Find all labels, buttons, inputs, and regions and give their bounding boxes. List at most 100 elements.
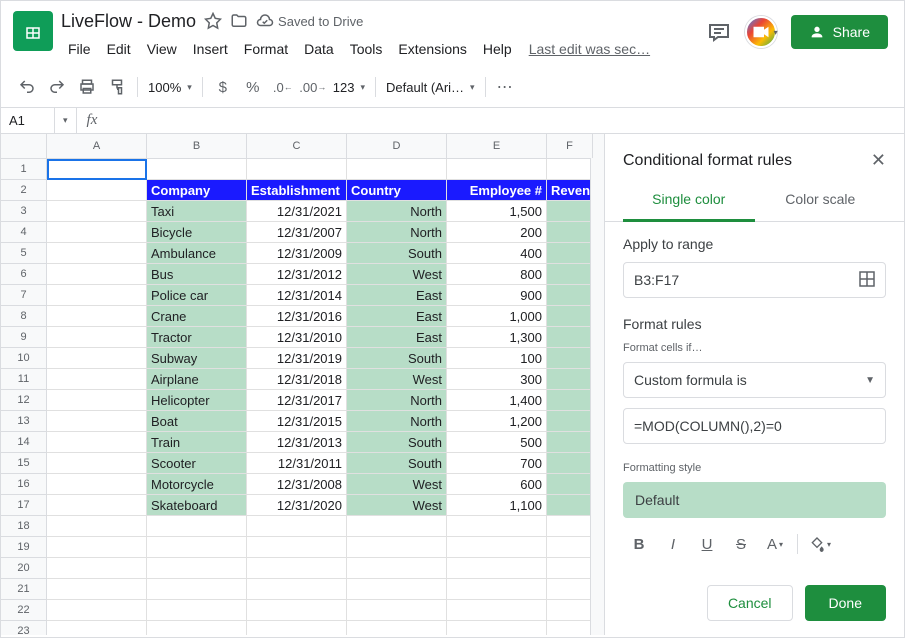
cell[interactable] bbox=[347, 516, 447, 537]
menu-data[interactable]: Data bbox=[297, 37, 341, 61]
cell[interactable] bbox=[147, 516, 247, 537]
row-header-15[interactable]: 15 bbox=[1, 453, 47, 474]
cell[interactable]: Bus bbox=[147, 264, 247, 285]
cell[interactable] bbox=[147, 600, 247, 621]
cell[interactable] bbox=[547, 579, 593, 600]
row-header-7[interactable]: 7 bbox=[1, 285, 47, 306]
cell[interactable] bbox=[47, 369, 147, 390]
zoom-select[interactable]: 100% bbox=[144, 80, 196, 95]
cell[interactable] bbox=[47, 285, 147, 306]
cell[interactable] bbox=[547, 369, 593, 390]
cell[interactable] bbox=[547, 264, 593, 285]
cell[interactable] bbox=[547, 390, 593, 411]
menu-edit[interactable]: Edit bbox=[100, 37, 138, 61]
cell[interactable]: West bbox=[347, 495, 447, 516]
cell[interactable]: 800 bbox=[447, 264, 547, 285]
cell[interactable] bbox=[47, 432, 147, 453]
cell[interactable] bbox=[147, 159, 247, 180]
redo-button[interactable] bbox=[43, 73, 71, 101]
cell[interactable] bbox=[47, 411, 147, 432]
cell[interactable] bbox=[47, 159, 147, 180]
last-edit-link[interactable]: Last edit was sec… bbox=[529, 41, 650, 57]
cell[interactable]: Motorcycle bbox=[147, 474, 247, 495]
cell[interactable] bbox=[247, 516, 347, 537]
cell[interactable]: East bbox=[347, 306, 447, 327]
cell[interactable]: Bicycle bbox=[147, 222, 247, 243]
cell[interactable] bbox=[47, 558, 147, 579]
cell[interactable] bbox=[47, 600, 147, 621]
cell[interactable]: Country bbox=[347, 180, 447, 201]
cell[interactable]: 1,300 bbox=[447, 327, 547, 348]
cell[interactable] bbox=[47, 495, 147, 516]
comments-icon[interactable] bbox=[707, 19, 731, 46]
row-header-9[interactable]: 9 bbox=[1, 327, 47, 348]
cell[interactable] bbox=[547, 411, 593, 432]
menu-help[interactable]: Help bbox=[476, 37, 519, 61]
row-header-12[interactable]: 12 bbox=[1, 390, 47, 411]
fill-color-button[interactable]: ▾ bbox=[804, 528, 836, 560]
cell[interactable]: 12/31/2019 bbox=[247, 348, 347, 369]
cell[interactable]: Establishment bbox=[247, 180, 347, 201]
col-header-E[interactable]: E bbox=[447, 134, 547, 158]
cell[interactable] bbox=[447, 159, 547, 180]
row-header-1[interactable]: 1 bbox=[1, 159, 47, 180]
doc-title[interactable]: LiveFlow - Demo bbox=[61, 11, 196, 32]
italic-button[interactable]: I bbox=[657, 528, 689, 560]
cell[interactable] bbox=[447, 516, 547, 537]
star-icon[interactable] bbox=[204, 12, 222, 30]
row-header-19[interactable]: 19 bbox=[1, 537, 47, 558]
cell[interactable]: North bbox=[347, 201, 447, 222]
cell[interactable] bbox=[47, 306, 147, 327]
cell[interactable] bbox=[547, 600, 593, 621]
grid-icon[interactable] bbox=[859, 271, 875, 290]
cell[interactable]: 12/31/2013 bbox=[247, 432, 347, 453]
cell[interactable] bbox=[47, 474, 147, 495]
sheets-logo[interactable] bbox=[13, 11, 53, 51]
row-header-14[interactable]: 14 bbox=[1, 432, 47, 453]
cell[interactable]: North bbox=[347, 222, 447, 243]
cell[interactable]: Subway bbox=[147, 348, 247, 369]
cell[interactable]: East bbox=[347, 327, 447, 348]
cell[interactable] bbox=[547, 327, 593, 348]
cell[interactable]: 12/31/2009 bbox=[247, 243, 347, 264]
number-format-select[interactable]: 123 bbox=[329, 80, 369, 95]
cell[interactable] bbox=[547, 222, 593, 243]
cell[interactable]: 300 bbox=[447, 369, 547, 390]
cell[interactable]: 1,200 bbox=[447, 411, 547, 432]
cell[interactable] bbox=[547, 432, 593, 453]
cell[interactable] bbox=[147, 558, 247, 579]
cell[interactable]: Boat bbox=[147, 411, 247, 432]
bold-button[interactable]: B bbox=[623, 528, 655, 560]
row-header-23[interactable]: 23 bbox=[1, 621, 47, 635]
cell[interactable] bbox=[547, 495, 593, 516]
cell[interactable] bbox=[47, 516, 147, 537]
cell[interactable]: 12/31/2011 bbox=[247, 453, 347, 474]
row-header-13[interactable]: 13 bbox=[1, 411, 47, 432]
cell[interactable]: East bbox=[347, 285, 447, 306]
cell[interactable]: West bbox=[347, 474, 447, 495]
cell[interactable] bbox=[147, 621, 247, 635]
cell[interactable] bbox=[147, 537, 247, 558]
tab-single-color[interactable]: Single color bbox=[623, 179, 755, 222]
cell[interactable] bbox=[347, 537, 447, 558]
cell[interactable]: West bbox=[347, 264, 447, 285]
cell[interactable] bbox=[147, 579, 247, 600]
tab-color-scale[interactable]: Color scale bbox=[755, 179, 887, 221]
select-all-corner[interactable] bbox=[1, 134, 47, 158]
range-input-field[interactable] bbox=[634, 272, 859, 288]
menu-tools[interactable]: Tools bbox=[343, 37, 390, 61]
cell[interactable]: Crane bbox=[147, 306, 247, 327]
cell[interactable]: 12/31/2015 bbox=[247, 411, 347, 432]
row-header-3[interactable]: 3 bbox=[1, 201, 47, 222]
cell[interactable]: 500 bbox=[447, 432, 547, 453]
row-header-21[interactable]: 21 bbox=[1, 579, 47, 600]
cell[interactable] bbox=[47, 621, 147, 635]
cell[interactable] bbox=[547, 306, 593, 327]
cell[interactable] bbox=[47, 348, 147, 369]
formula-input-box[interactable] bbox=[623, 408, 886, 444]
col-header-C[interactable]: C bbox=[247, 134, 347, 158]
cell[interactable]: 12/31/2010 bbox=[247, 327, 347, 348]
cell[interactable]: 400 bbox=[447, 243, 547, 264]
row-header-2[interactable]: 2 bbox=[1, 180, 47, 201]
cell[interactable]: 600 bbox=[447, 474, 547, 495]
